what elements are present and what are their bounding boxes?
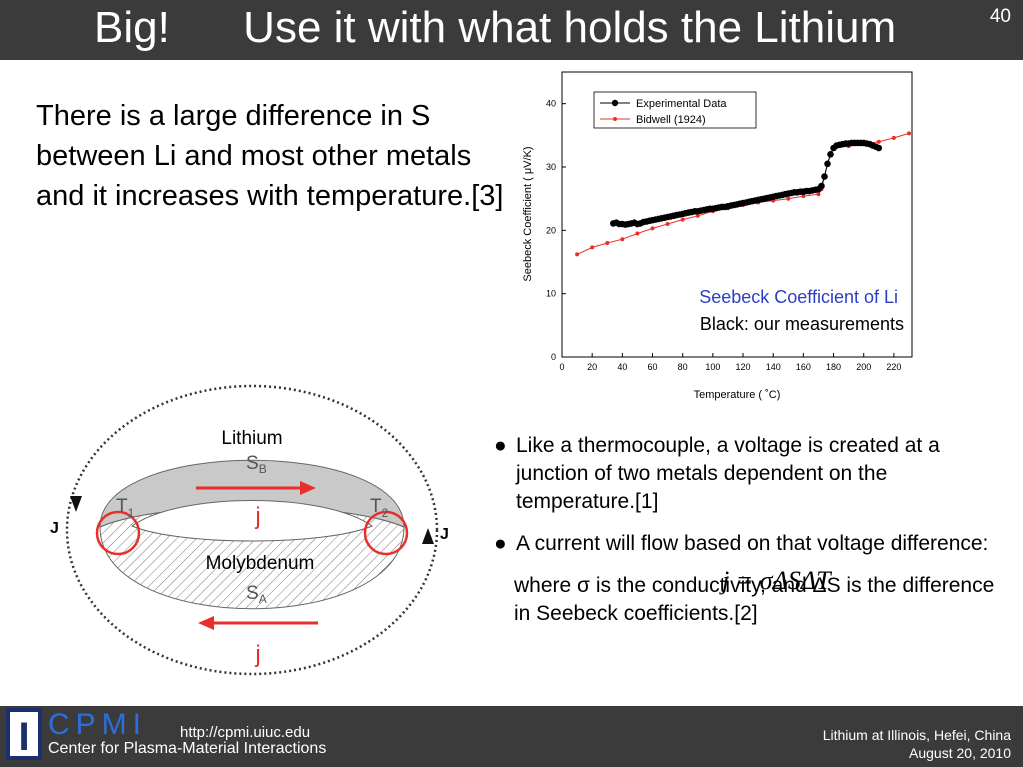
data-point bbox=[821, 173, 828, 180]
x-tick-label: 120 bbox=[736, 362, 751, 372]
lithium-seebeck-symbol: SB bbox=[246, 453, 267, 476]
thermocouple-diagram: Lithium SB Molybdenum SA T1 T2 j j J J bbox=[50, 384, 449, 676]
data-point bbox=[695, 213, 700, 218]
right-junction-label: T2 bbox=[370, 496, 389, 520]
x-tick-label: 60 bbox=[648, 362, 658, 372]
y-tick-label: 20 bbox=[546, 225, 556, 235]
data-point bbox=[818, 182, 825, 190]
current-loop bbox=[65, 384, 439, 676]
x-axis-label: Temperature ( ˚C) bbox=[694, 389, 781, 401]
legend-marker-experimental bbox=[611, 99, 619, 107]
lithium-label: Lithium bbox=[221, 428, 282, 449]
x-tick-label: 20 bbox=[587, 362, 597, 372]
loop-arrowhead-right bbox=[422, 528, 434, 544]
data-point bbox=[635, 231, 640, 236]
website-link[interactable]: http://cpmi.uiuc.edu bbox=[180, 724, 311, 741]
logo-letter: I bbox=[18, 715, 29, 759]
slide-number: 40 bbox=[989, 6, 1011, 27]
x-tick-label: 200 bbox=[856, 362, 871, 372]
data-point bbox=[876, 139, 881, 144]
data-point bbox=[650, 226, 655, 231]
data-point bbox=[827, 151, 834, 158]
bottom-current-label: j bbox=[254, 641, 260, 668]
data-point bbox=[875, 144, 883, 152]
x-tick-label: 220 bbox=[886, 362, 901, 372]
conference-name: Lithium at Illinois, Hefei, China bbox=[822, 727, 1011, 743]
y-tick-label: 10 bbox=[546, 289, 556, 299]
top-current-label: j bbox=[254, 503, 260, 530]
left-junction-label: T1 bbox=[116, 496, 135, 520]
molybdenum-label: Molybdenum bbox=[206, 553, 315, 574]
footer-bar bbox=[0, 706, 1023, 767]
inner-gap bbox=[130, 500, 374, 542]
legend-marker-bidwell bbox=[613, 117, 617, 121]
x-axis-ticks: 0 20 40 60 80 100 120 140 160 180 200 220 bbox=[559, 353, 901, 372]
data-point bbox=[786, 196, 791, 201]
chart-annotation-subtitle: Black: our measurements bbox=[700, 314, 904, 334]
right-junction-circle bbox=[363, 510, 409, 556]
slide-title: Big! Use it with what holds the Lithium bbox=[94, 3, 897, 52]
bullet-list: ● Like a thermocouple, a voltage is crea… bbox=[494, 432, 1004, 628]
x-tick-label: 140 bbox=[766, 362, 781, 372]
data-point bbox=[907, 131, 911, 136]
top-current-arrowhead bbox=[300, 481, 316, 495]
y-axis-label: Seebeck Coefficient ( μV/K) bbox=[522, 146, 534, 281]
x-tick-label: 100 bbox=[705, 362, 720, 372]
loop-arrowhead-left bbox=[70, 496, 82, 512]
bullet-text: A current will flow based on that voltag… bbox=[516, 532, 989, 555]
cpmi-logo-text: CPMI bbox=[48, 708, 147, 741]
illinois-logo-icon: I bbox=[6, 708, 42, 760]
title-bar: Big! Use it with what holds the Lithium … bbox=[0, 0, 1023, 60]
loop-label-left: J bbox=[50, 520, 59, 537]
bullet-item: ● Like a thermocouple, a voltage is crea… bbox=[494, 432, 1004, 516]
legend-box bbox=[593, 91, 757, 129]
y-tick-label: 0 bbox=[551, 352, 556, 362]
chart-annotation-title: Seebeck Coefficient of Li bbox=[699, 287, 898, 307]
bullet-item: ● A current will flow based on that volt… bbox=[494, 530, 1004, 558]
y-tick-label: 40 bbox=[546, 99, 556, 109]
x-tick-label: 180 bbox=[826, 362, 841, 372]
data-point bbox=[816, 192, 821, 197]
data-point bbox=[891, 135, 896, 140]
data-point bbox=[620, 237, 625, 242]
data-point bbox=[680, 217, 685, 222]
series-experimental bbox=[610, 139, 883, 228]
legend-label-experimental: Experimental Data bbox=[636, 98, 727, 110]
left-junction-circle bbox=[95, 510, 141, 556]
logo-inner bbox=[10, 712, 38, 756]
bullet-text: Like a thermocouple, a voltage is create… bbox=[516, 434, 940, 513]
data-point bbox=[575, 252, 580, 257]
loop-label-right: J bbox=[440, 526, 449, 543]
conference-info: Lithium at Illinois, Hefei, China August… bbox=[823, 726, 1011, 762]
seebeck-chart: 0 20 40 60 80 100 120 140 160 180 200 220 0 10 20 30 40… bbox=[522, 71, 913, 401]
center-name: Center for Plasma-Material Interactions bbox=[48, 740, 327, 757]
y-tick-label: 30 bbox=[546, 162, 556, 172]
data-point bbox=[824, 160, 831, 168]
x-tick-label: 160 bbox=[796, 362, 811, 372]
legend-label-bidwell: Bidwell (1924) bbox=[636, 114, 706, 126]
data-point bbox=[801, 194, 806, 199]
bottom-current-arrowhead bbox=[198, 616, 214, 630]
y-axis-ticks: 0 10 20 30 40 bbox=[546, 99, 566, 362]
data-point bbox=[590, 245, 595, 250]
data-point bbox=[665, 222, 670, 226]
conference-date: August 20, 2010 bbox=[909, 745, 1011, 761]
chart-legend: Experimental Data Bidwell (1924) bbox=[593, 91, 757, 129]
data-point bbox=[605, 241, 610, 245]
x-tick-label: 80 bbox=[678, 362, 688, 372]
current-equation: j = σΔSΔT bbox=[722, 566, 831, 595]
intro-text: There is a large difference in S between… bbox=[36, 100, 504, 212]
molybdenum-seebeck-symbol: SA bbox=[246, 583, 267, 606]
bullet-dot: ● bbox=[494, 532, 507, 555]
x-tick-label: 40 bbox=[617, 362, 627, 372]
conductivity-explanation: where σ is the conductivity, and ΔS is t… bbox=[514, 574, 995, 625]
x-tick-label: 0 bbox=[559, 362, 564, 372]
bullet-dot: ● bbox=[494, 434, 507, 457]
